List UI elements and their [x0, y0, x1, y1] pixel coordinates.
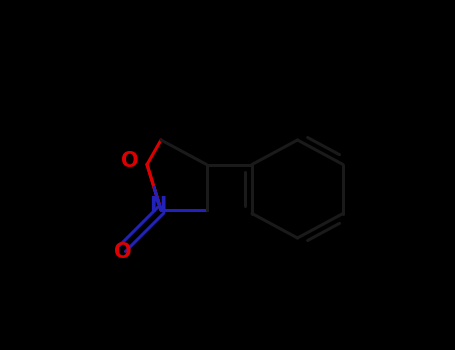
Text: O: O [121, 151, 138, 171]
Text: O: O [114, 242, 131, 262]
Text: N: N [149, 196, 166, 217]
